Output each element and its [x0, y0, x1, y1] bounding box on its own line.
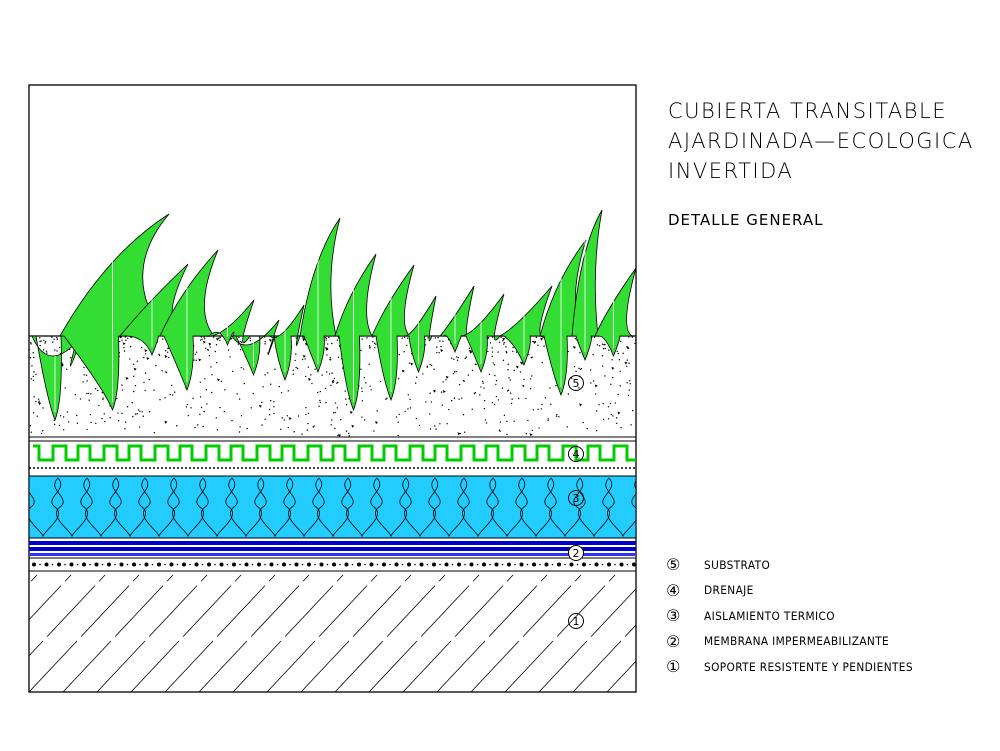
legend-label: MEMBRANA IMPERMEABILIZANTE: [704, 634, 890, 649]
subtitle: DETALLE GENERAL: [668, 211, 824, 229]
legend-number: ②: [666, 631, 681, 651]
layer-marker-3: 3: [568, 490, 584, 506]
layer-membrane: [29, 541, 636, 572]
legend-item: ② MEMBRANA IMPERMEABILIZANTE: [666, 629, 996, 655]
title-line-1: CUBIERTA TRANSITABLE: [668, 99, 947, 123]
title-line-2: AJARDINADA—ECOLOGICA: [668, 129, 974, 153]
drawing-frame: [28, 84, 637, 693]
legend-label: SUBSTRATO: [704, 557, 771, 572]
legend-label: DRENAJE: [704, 583, 754, 598]
legend-number: ④: [666, 580, 681, 600]
layer-marker-label: 5: [573, 377, 580, 390]
layer-marker-4: 4: [568, 446, 584, 462]
layer-marker-5: 5: [568, 375, 584, 391]
title-block: CUBIERTA TRANSITABLE AJARDINADA—ECOLOGIC…: [668, 96, 988, 186]
legend-item: ⑤ SUBSTRATO: [666, 552, 996, 578]
legend-item: ① SOPORTE RESISTENTE Y PENDIENTES: [666, 654, 996, 680]
layer-marker-2: 2: [568, 545, 584, 561]
title-line-3: INVERTIDA: [668, 159, 794, 183]
layer-marker-label: 1: [573, 615, 580, 628]
legend-number: ③: [666, 606, 681, 626]
layer-insulation: [29, 475, 636, 539]
layer-marker-label: 3: [573, 492, 580, 505]
legend-item: ④ DRENAJE: [666, 578, 996, 604]
grass-vegetation: [31, 209, 636, 422]
layer-drainage: [29, 440, 636, 469]
legend-label: SOPORTE RESISTENTE Y PENDIENTES: [704, 659, 913, 674]
layer-marker-label: 2: [573, 547, 580, 560]
legend-number: ①: [666, 657, 681, 677]
legend-item: ③ AISLAMIENTO TERMICO: [666, 603, 996, 629]
layer-marker-label: 4: [573, 448, 580, 461]
legend-number: ⑤: [666, 555, 681, 575]
legend-label: AISLAMIENTO TERMICO: [704, 608, 835, 623]
layer-marker-1: 1: [568, 613, 584, 629]
legend: ⑤ SUBSTRATO ④ DRENAJE ③ AISLAMIENTO TERM…: [666, 552, 996, 680]
layer-support: [29, 574, 636, 692]
